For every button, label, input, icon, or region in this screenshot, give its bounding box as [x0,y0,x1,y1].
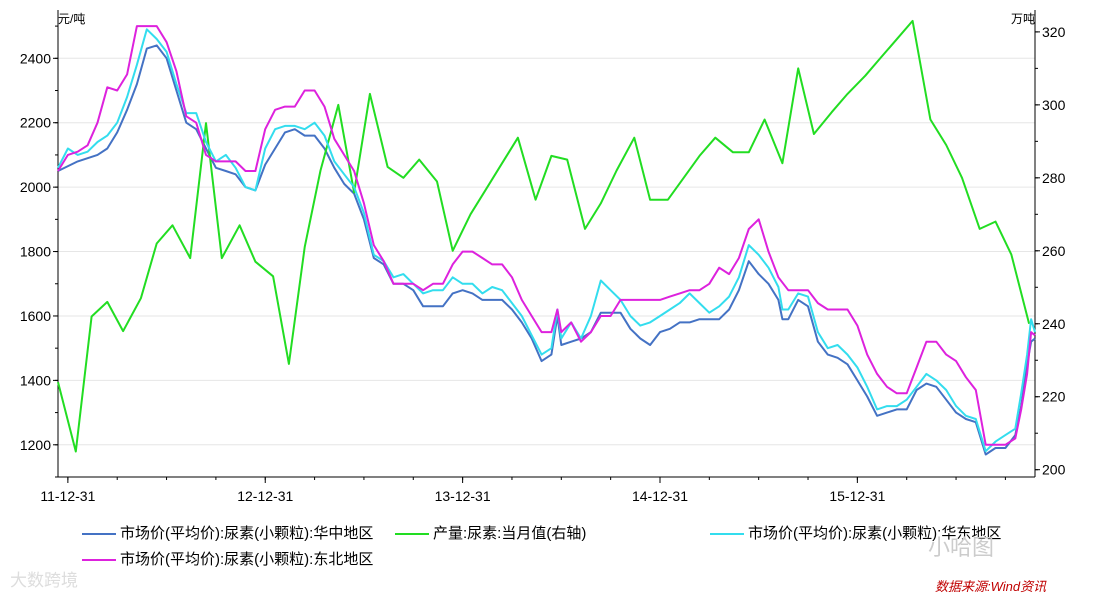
right-tick-label: 220 [1042,389,1066,405]
series-line [57,25,1036,446]
x-tick-label: 11-12-31 [40,488,95,504]
legend-swatch [395,533,429,536]
left-tick-label: 2400 [20,50,51,66]
left-tick-label: 1200 [20,437,51,453]
legend-label: 产量:尿素:当月值(右轴) [433,525,587,542]
x-tick-label: 13-12-31 [435,488,491,504]
legend-swatch [82,533,116,536]
legend-label: 市场价(平均价):尿素(小颗粒):东北地区 [120,551,374,568]
right-axis-unit: 万吨 [1011,12,1036,26]
left-tick-label: 1800 [20,244,51,260]
right-tick-label: 260 [1042,243,1066,259]
series-lines [57,19,1036,456]
legend-item-central: 市场价(平均价):尿素(小颗粒):华中地区 [82,522,373,543]
right-tick-label: 240 [1042,316,1066,332]
right-tick-label: 200 [1042,462,1066,478]
legend-swatch [710,533,744,536]
legend-item-east: 市场价(平均价):尿素(小颗粒):华东地区 [710,522,1001,543]
axes [53,10,1040,483]
series-line [57,19,1031,453]
right-tick-label: 280 [1042,170,1066,186]
left-tick-label: 1600 [20,308,51,324]
legend-label: 市场价(平均价):尿素(小颗粒):华东地区 [748,525,1002,542]
tick-labels: 1200 1400 1600 1800 2000 2200 2400 200 220 240 260… [20,24,1066,504]
watermark-right: 小哈图 [928,535,995,560]
x-tick-label: 12-12-31 [237,488,293,504]
left-tick-label: 1400 [20,372,51,388]
right-tick-label: 300 [1042,97,1066,113]
watermark-left: 大数跨境 [10,571,78,590]
x-tick-label: 15-12-31 [829,488,885,504]
right-tick-label: 320 [1042,24,1066,40]
legend-item-northeast: 市场价(平均价):尿素(小颗粒):东北地区 [82,548,373,569]
legend-swatch [82,559,116,562]
legend-item-production: 产量:尿素:当月值(右轴) [395,522,586,543]
legend-label: 市场价(平均价):尿素(小颗粒):华中地区 [120,525,374,542]
left-axis-unit: 元/吨 [58,12,86,26]
left-tick-label: 2000 [20,179,51,195]
data-source: 数据来源:Wind资讯 [935,579,1047,594]
x-tick-label: 14-12-31 [632,488,688,504]
series-line [57,44,1036,456]
left-tick-label: 2200 [20,115,51,131]
